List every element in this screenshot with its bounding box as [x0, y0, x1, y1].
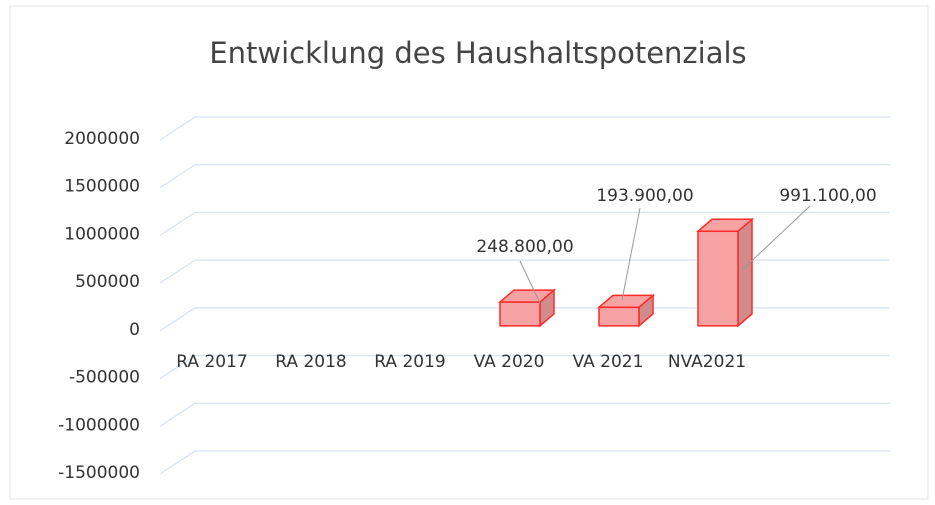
leader-line [621, 207, 641, 301]
leader-line [741, 205, 811, 271]
x-tick-label: VA 2021 [573, 352, 644, 372]
data-label: 991.100,00 [779, 186, 876, 206]
bar-side [737, 217, 753, 328]
grid-line [159, 211, 890, 236]
chart-frame [9, 5, 929, 500]
y-tick-label: 0 [129, 320, 140, 340]
y-tick-label: 500000 [75, 272, 140, 292]
bar [598, 306, 640, 327]
bar [499, 301, 541, 327]
y-tick-label: 1500000 [64, 177, 140, 197]
x-tick-label: NVA2021 [668, 352, 746, 372]
bar [697, 230, 739, 327]
y-tick-label: -500000 [69, 368, 140, 388]
x-tick-label: VA 2020 [474, 352, 545, 372]
y-tick-label: 2000000 [64, 129, 140, 149]
grid-line [159, 450, 890, 475]
y-tick-label: -1000000 [58, 415, 140, 435]
grid-line [159, 116, 890, 141]
chart-title: Entwicklung des Haushaltspotenzials [209, 36, 746, 70]
data-label: 193.900,00 [596, 186, 693, 206]
leader-line [519, 260, 541, 304]
y-tick-label: 1000000 [64, 224, 140, 244]
grid-line [159, 354, 890, 380]
x-tick-label: RA 2017 [176, 352, 247, 372]
data-label: 248.800,00 [476, 237, 573, 257]
x-tick-label: RA 2019 [374, 352, 445, 372]
grid-line [159, 164, 890, 189]
grid-line [159, 259, 890, 284]
y-tick-label: -1500000 [58, 463, 140, 483]
grid-line [159, 402, 890, 427]
x-tick-label: RA 2018 [275, 352, 346, 372]
grid-line [159, 307, 890, 332]
